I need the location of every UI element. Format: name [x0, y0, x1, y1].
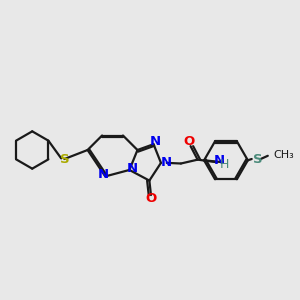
- Text: N: N: [214, 154, 225, 167]
- Text: CH₃: CH₃: [274, 149, 294, 160]
- Text: N: N: [127, 162, 138, 175]
- Text: S: S: [60, 152, 69, 166]
- Text: S: S: [253, 152, 262, 166]
- Text: N: N: [161, 156, 172, 169]
- Text: O: O: [146, 192, 157, 206]
- Text: N: N: [98, 168, 109, 181]
- Text: N: N: [150, 135, 161, 148]
- Text: H: H: [220, 158, 230, 171]
- Text: O: O: [183, 135, 195, 148]
